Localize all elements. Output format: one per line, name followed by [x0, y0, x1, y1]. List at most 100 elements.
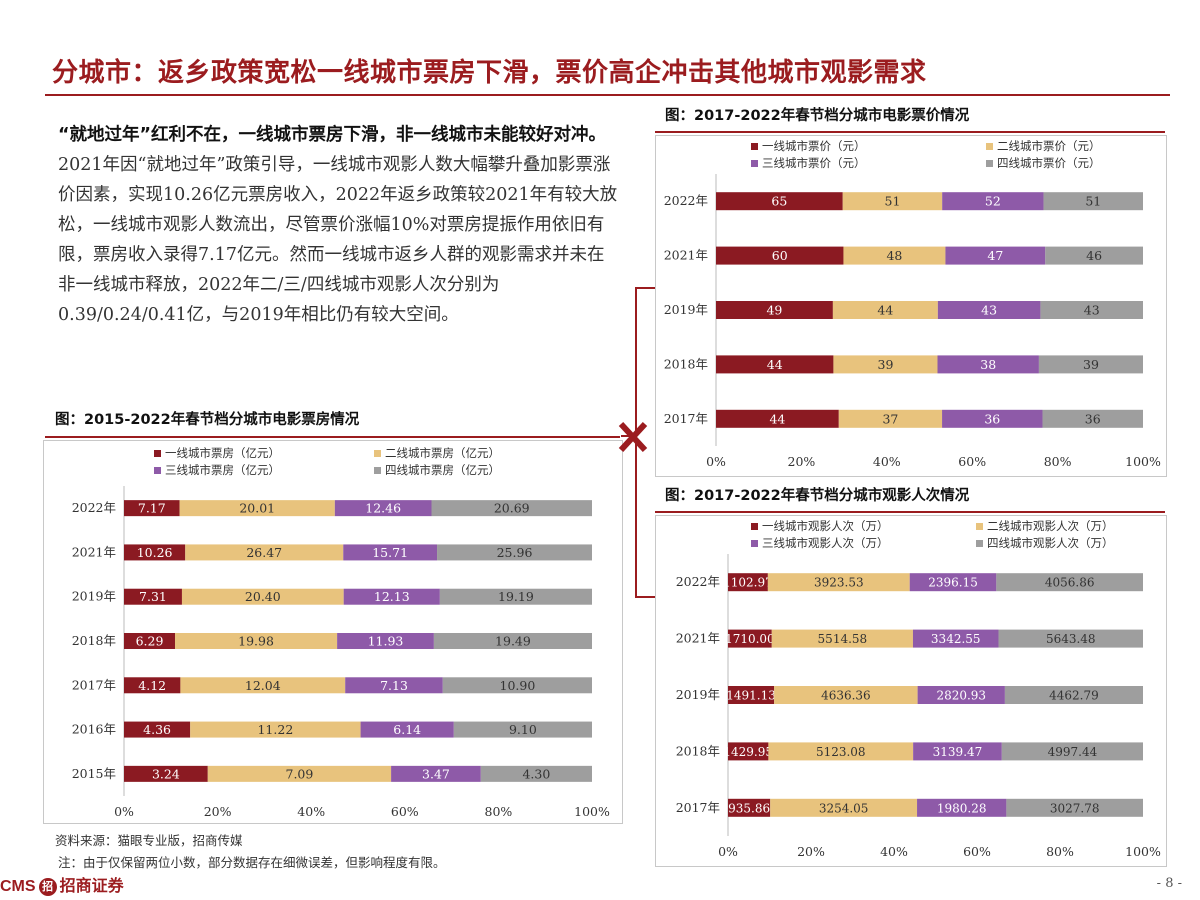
price-chart-title: 图：2017-2022年春节档分城市电影票价情况	[665, 108, 970, 124]
bar-segment	[480, 765, 592, 782]
page-number: - 8 -	[1156, 876, 1182, 891]
legend-swatch-4	[976, 540, 983, 547]
data-label: 2396.15	[928, 576, 978, 590]
bar-segment	[442, 677, 592, 694]
bar-segment	[716, 355, 834, 374]
bar-segment	[124, 677, 181, 694]
data-label: 12.13	[374, 589, 410, 604]
bar-segment	[909, 573, 997, 592]
audience-chart: 一线城市观影人次（万） 二线城市观影人次（万） 三线城市观影人次（万） 四线城市观影人…	[655, 515, 1167, 867]
source-note: 资料来源：猫眼专业版，招商传媒	[55, 833, 243, 848]
data-label: 10.26	[137, 545, 173, 560]
data-label: 15.71	[372, 545, 408, 560]
data-label: 4.12	[138, 678, 166, 693]
data-label: 6.29	[136, 634, 164, 649]
data-label: 7.17	[138, 501, 166, 516]
bar-segment	[345, 677, 443, 694]
legend-swatch-3	[154, 467, 161, 474]
bar-segment	[833, 355, 938, 374]
audience-chart-title: 图：2017-2022年春节档分城市观影人次情况	[665, 488, 970, 504]
bar-segment	[942, 192, 1044, 211]
bar-segment	[913, 742, 1002, 761]
bar-segment	[207, 765, 392, 782]
bar-segment	[774, 686, 918, 704]
bar-segment	[728, 742, 769, 761]
x-tick-label: 60%	[958, 454, 986, 469]
y-tick-label: 2019年	[676, 687, 720, 702]
data-label: 52	[985, 194, 1001, 209]
x-tick-label: 40%	[880, 844, 908, 859]
data-label: 19.49	[495, 634, 531, 649]
legend-label-2: 二线城市票房（亿元）	[385, 446, 500, 460]
data-label: 3.24	[152, 766, 180, 781]
data-label: 19.98	[238, 634, 274, 649]
bar-segment	[716, 192, 843, 211]
data-label: 20.40	[245, 589, 281, 604]
bar-segment	[343, 588, 440, 605]
y-tick-label: 2021年	[664, 248, 708, 263]
bar-segment	[1043, 192, 1143, 211]
bar-segment	[180, 677, 346, 694]
data-label: 1980.28	[937, 801, 987, 815]
legend-swatch-1	[751, 523, 758, 530]
bar-segment	[728, 629, 772, 648]
y-tick-label: 2017年	[676, 800, 720, 815]
bar-segment	[912, 629, 999, 648]
data-label: 5643.48	[1046, 632, 1096, 646]
x-tick-label: 100%	[1125, 454, 1161, 469]
bar-segment	[716, 246, 844, 265]
legend-swatch-2	[976, 523, 983, 530]
legend-label-1: 一线城市票价（元）	[762, 139, 866, 153]
data-label: 12.46	[365, 501, 401, 516]
x-tick-label: 0%	[706, 454, 726, 469]
price-chart: 一线城市票价（元） 二线城市票价（元） 三线城市票价（元） 四线城市票价（元） 2022…	[655, 135, 1167, 477]
data-label: 36	[984, 411, 1000, 426]
data-label: 19.19	[498, 589, 534, 604]
data-label: 5514.58	[818, 632, 868, 646]
bar-segment	[770, 798, 918, 817]
data-label: 4636.36	[821, 689, 871, 703]
bar-segment	[391, 765, 481, 782]
data-label: 51	[885, 194, 901, 209]
y-tick-label: 2019年	[72, 589, 116, 604]
legend-swatch-3	[751, 160, 758, 167]
legend-label-1: 一线城市观影人次（万）	[762, 519, 889, 533]
data-label: 1491.13	[726, 689, 776, 703]
x-tick-label: 0%	[114, 804, 134, 819]
brand-logo: CMS 招招商证券	[0, 877, 124, 896]
bar-segment	[917, 686, 1005, 704]
data-label: 26.47	[246, 545, 282, 560]
data-label: 7.13	[380, 678, 408, 693]
x-tick-label: 80%	[1044, 454, 1072, 469]
bar-segment	[716, 409, 839, 428]
bar-segment	[942, 409, 1043, 428]
bar-segment	[175, 633, 338, 649]
y-tick-label: 2016年	[72, 722, 116, 737]
bar-segment	[437, 544, 592, 561]
bar-segment	[728, 686, 775, 704]
bar-segment	[996, 573, 1143, 592]
bar-segment	[716, 301, 833, 319]
data-label: 4.30	[522, 766, 550, 781]
bar-segment	[124, 765, 208, 782]
x-tick-label: 40%	[873, 454, 901, 469]
bar-segment	[1042, 409, 1143, 428]
box_office-svg: 一线城市票房（亿元） 二线城市票房（亿元） 三线城市票房（亿元） 四线城市票房（亿元）…	[72, 446, 610, 819]
data-label: 39	[1083, 357, 1099, 372]
data-label: 43	[1084, 303, 1100, 318]
legend-label-3: 三线城市票房（亿元）	[165, 463, 280, 477]
data-label: 11.22	[257, 722, 293, 737]
bar-segment	[838, 409, 943, 428]
bar-segment	[124, 500, 180, 517]
audience-svg: 一线城市观影人次（万） 二线城市观影人次（万） 三线城市观影人次（万） 四线城市观影人…	[676, 519, 1161, 859]
data-label: 44	[769, 411, 785, 426]
legend-swatch-1	[751, 143, 758, 150]
data-label: 1710.00	[725, 632, 775, 646]
legend-label-2: 二线城市票价（元）	[997, 139, 1101, 153]
summary-body: 2021年因“就地过年”政策引导，一线城市观影人数大幅攀升叠加影票涨价因素，实现…	[58, 155, 618, 325]
data-label: 3.47	[422, 766, 450, 781]
data-label: 4056.86	[1045, 576, 1095, 590]
bar-segment	[190, 721, 361, 738]
bar-segment	[360, 721, 454, 738]
